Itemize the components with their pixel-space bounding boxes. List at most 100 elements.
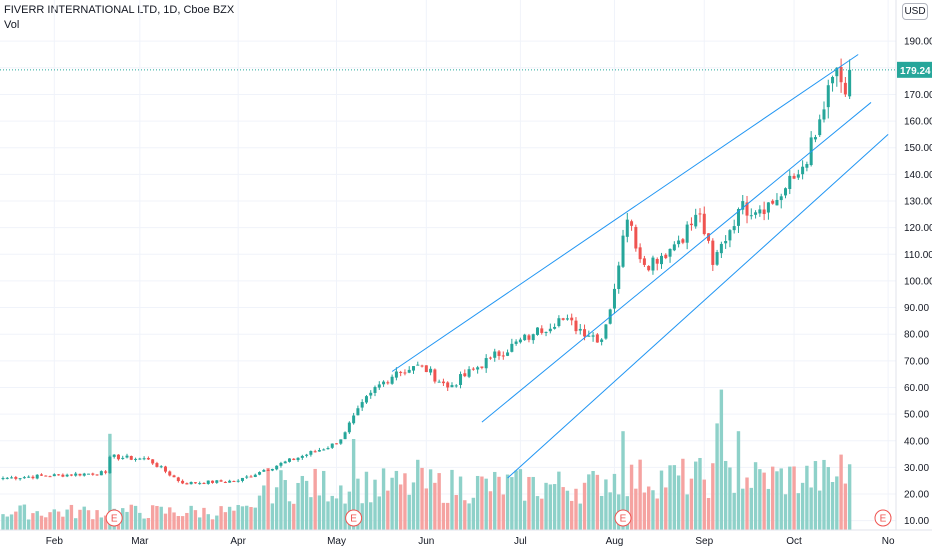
candle-body — [240, 477, 244, 481]
volume-bar — [813, 461, 818, 530]
candle-body — [736, 208, 740, 226]
volume-bar — [694, 461, 698, 530]
volume-bar — [210, 519, 215, 530]
volume-bar — [745, 477, 749, 530]
volume-bar — [642, 492, 647, 530]
volume-bar — [202, 507, 206, 530]
candle-body — [754, 212, 758, 215]
channel-line[interactable] — [481, 102, 872, 423]
price-tick-label: 190.00 — [904, 37, 932, 48]
volume-bar — [103, 515, 108, 530]
candle-body — [356, 408, 360, 416]
earnings-marker-icon[interactable] — [345, 509, 363, 527]
candle-body — [480, 366, 484, 368]
channel-line[interactable] — [391, 54, 859, 372]
earnings-marker-icon[interactable] — [105, 509, 123, 527]
price-candles — [1, 58, 852, 485]
candle-body — [347, 422, 351, 433]
volume-bar — [99, 517, 104, 530]
earnings-marker-icon[interactable] — [614, 509, 632, 527]
volume-bar — [612, 473, 617, 530]
time-tick-label: Sep — [695, 536, 713, 547]
volume-legend-label[interactable]: Vol — [4, 19, 20, 31]
candle-body — [129, 456, 133, 460]
candle-body — [536, 327, 539, 335]
price-tick-label: 20.00 — [904, 490, 929, 501]
volume-bar — [317, 495, 322, 530]
candle-body — [151, 459, 155, 464]
earnings-marker-icon[interactable] — [874, 509, 892, 527]
volume-bar — [287, 501, 292, 530]
volume-bar — [467, 503, 471, 530]
volume-bar — [822, 459, 826, 530]
candle-body — [309, 451, 313, 455]
volume-bar — [711, 463, 715, 530]
channel-lines[interactable] — [391, 54, 889, 479]
volume-bar — [715, 423, 719, 530]
volume-bar — [343, 503, 347, 530]
volume-bar — [463, 500, 467, 530]
candle-body — [202, 483, 206, 485]
symbol-title[interactable]: FIVERR INTERNATIONAL LTD, 1D, Cboe BZX — [4, 4, 235, 16]
volume-bar — [830, 482, 835, 530]
volume-bar — [150, 505, 155, 530]
candle-body — [454, 385, 458, 387]
candle-body — [591, 335, 595, 337]
candle-body — [57, 474, 61, 476]
volume-bar — [796, 493, 801, 530]
volume-bar — [591, 471, 595, 530]
candle-body — [18, 478, 22, 480]
volume-bar — [518, 469, 523, 530]
volume-bar — [741, 488, 745, 530]
candle-body — [775, 199, 779, 206]
volume-bar — [215, 515, 219, 530]
volume-bar — [334, 498, 339, 530]
candle-body — [685, 224, 689, 243]
currency-badge[interactable]: USD — [902, 3, 928, 20]
earnings-marker-label: E — [880, 514, 887, 525]
volume-bar — [73, 518, 78, 530]
candle-body — [155, 463, 159, 467]
time-tick-label: Oct — [786, 536, 802, 547]
volume-bar — [783, 494, 788, 530]
candle-body — [839, 66, 843, 83]
volume-bar — [646, 486, 651, 530]
candle-body — [206, 480, 210, 484]
volume-bar — [818, 490, 822, 530]
price-tick-label: 30.00 — [904, 463, 929, 474]
volume-bar — [146, 518, 151, 530]
volume-bar — [48, 512, 52, 530]
candle-body — [185, 483, 189, 485]
volume-bar — [749, 487, 753, 530]
volume-bar — [257, 495, 262, 530]
candle-body — [771, 200, 775, 204]
candle-body — [463, 373, 467, 377]
last-price-badge — [897, 61, 932, 78]
time-axis[interactable]: Feb Mar Apr May Jun Jul Aug Sep Oct No — [46, 536, 895, 547]
candle-body — [630, 221, 634, 226]
channel-line[interactable] — [507, 134, 889, 479]
volume-bar — [356, 478, 360, 530]
volume-bar — [638, 459, 642, 530]
candle-body — [493, 351, 497, 358]
time-tick-label: No — [882, 536, 895, 547]
candle-body — [159, 466, 163, 468]
volume-bar — [5, 516, 9, 530]
candle-body — [583, 329, 587, 337]
volume-bar — [672, 465, 677, 530]
price-tick-label: 110.00 — [904, 250, 932, 261]
candle-body — [745, 202, 749, 216]
volume-bar — [185, 512, 189, 530]
candle-body — [364, 396, 368, 403]
candle-body — [99, 471, 103, 476]
volume-bar — [142, 518, 146, 530]
volume-bar — [446, 502, 450, 530]
price-axis[interactable]: 10.00 20.00 30.00 40.00 50.00 60.00 70.00 80.00… — [904, 37, 932, 528]
candle-body — [262, 470, 266, 472]
volume-bar — [309, 497, 313, 530]
volume-bar — [659, 470, 664, 530]
volume-bar — [514, 470, 518, 530]
candle-body — [450, 385, 454, 388]
